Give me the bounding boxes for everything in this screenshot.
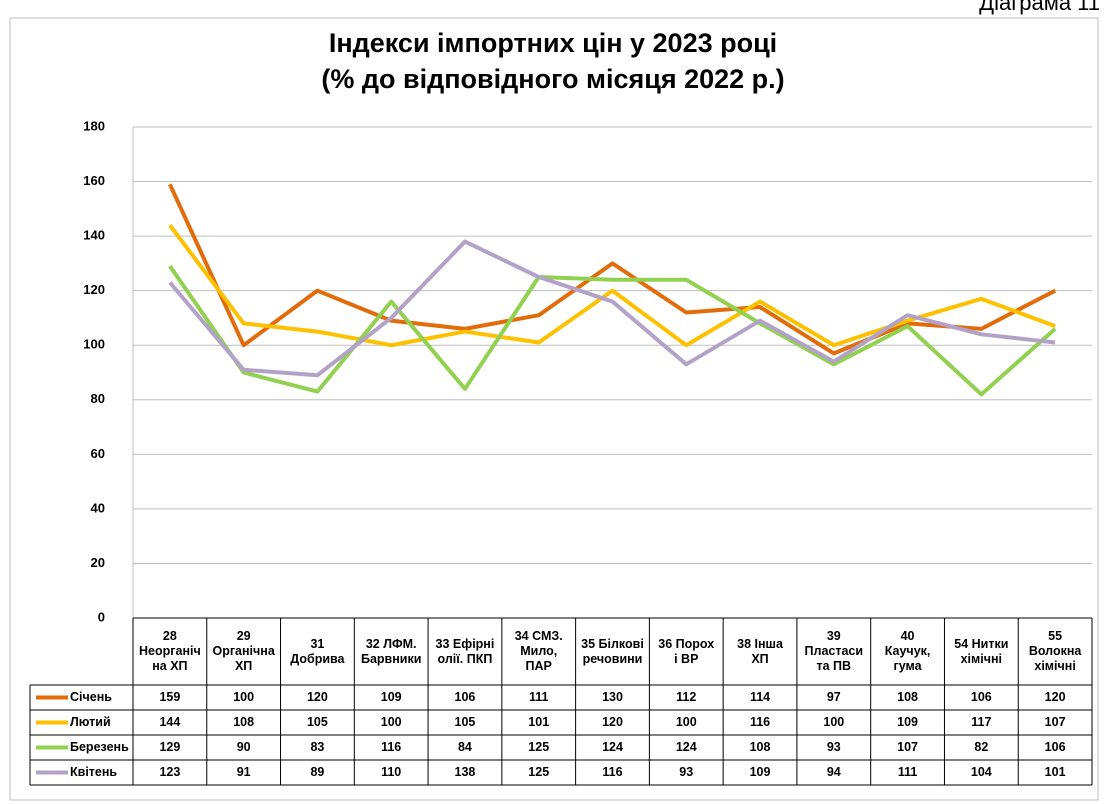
table-value: 90 bbox=[236, 740, 251, 754]
chart-title: Індекси імпортних цін у 2023 році bbox=[328, 28, 778, 58]
category-label: 35 Білкові речовини bbox=[581, 636, 644, 666]
series-line bbox=[168, 264, 1057, 397]
series-line bbox=[168, 183, 1057, 356]
table-value: 106 bbox=[1044, 740, 1066, 754]
table-value: 106 bbox=[454, 690, 476, 704]
table-value: 129 bbox=[159, 740, 181, 754]
table-value: 109 bbox=[749, 765, 771, 779]
table-value: 108 bbox=[233, 715, 255, 729]
series-line bbox=[168, 239, 1056, 378]
table-value: 114 bbox=[749, 690, 771, 704]
table-value: 106 bbox=[970, 690, 992, 704]
y-tick-label: 0 bbox=[98, 609, 105, 624]
table-value: 100 bbox=[380, 715, 402, 729]
table-value: 159 bbox=[159, 690, 181, 704]
table-value: 107 bbox=[1044, 715, 1066, 729]
y-tick-label: 160 bbox=[83, 173, 105, 188]
y-tick-label: 100 bbox=[83, 337, 105, 352]
table-value: 105 bbox=[454, 715, 476, 729]
y-tick-label: 20 bbox=[91, 555, 105, 570]
category-label: 40 Каучук, гума bbox=[884, 629, 931, 673]
table-value: 109 bbox=[897, 715, 918, 729]
table-value: 111 bbox=[897, 765, 918, 779]
y-tick-label: 180 bbox=[83, 118, 105, 133]
y-tick-label: 120 bbox=[83, 282, 105, 297]
category-label: 34 СМЗ. Мило, ПАР bbox=[514, 629, 563, 673]
table-value: 116 bbox=[381, 740, 402, 754]
table-value: 91 bbox=[236, 765, 251, 779]
table-value: 138 bbox=[454, 765, 476, 779]
table-value: 101 bbox=[528, 715, 550, 729]
chart-border bbox=[9, 17, 1099, 801]
category-label: 33 Ефірні олії. ПКП bbox=[435, 636, 495, 666]
table-value: 94 bbox=[826, 765, 841, 779]
y-tick-label: 140 bbox=[83, 228, 105, 243]
table-value: 108 bbox=[749, 740, 771, 754]
table-value: 117 bbox=[971, 715, 992, 729]
category-label: 36 Порох і ВР bbox=[658, 636, 715, 666]
category-label: 28 Неорганіч на ХП bbox=[139, 629, 201, 673]
table-value: 101 bbox=[1044, 765, 1066, 779]
table-value: 123 bbox=[159, 765, 181, 779]
table-value: 100 bbox=[675, 715, 697, 729]
table-value: 120 bbox=[306, 690, 328, 704]
category-label: 55 Волокна хімічні bbox=[1028, 629, 1082, 673]
y-tick-label: 40 bbox=[91, 500, 105, 515]
table-value: 100 bbox=[823, 715, 845, 729]
table-value: 130 bbox=[602, 690, 623, 704]
category-label: 29 Органічна ХП bbox=[212, 629, 275, 673]
table-value: 116 bbox=[602, 765, 623, 779]
table-value: 120 bbox=[1044, 690, 1066, 704]
category-label: 54 Нитки хімічні bbox=[954, 636, 1009, 666]
category-label: 38 Інша ХП bbox=[737, 636, 783, 666]
table-value: 84 bbox=[457, 740, 472, 754]
table-value: 112 bbox=[676, 690, 697, 704]
category-label: 39 Пластаси та ПВ bbox=[804, 629, 864, 673]
table-value: 144 bbox=[159, 715, 181, 729]
chart-subtitle: (% до відповідного місяця 2022 р.) bbox=[321, 64, 785, 94]
table-value: 110 bbox=[381, 765, 402, 779]
diagram-number: Діаграма 11 bbox=[979, 0, 1100, 15]
table-value: 104 bbox=[970, 765, 992, 779]
table-value: 89 bbox=[310, 765, 325, 779]
table-value: 93 bbox=[679, 765, 694, 779]
legend-label: Січень bbox=[70, 690, 112, 704]
table-value: 82 bbox=[974, 740, 989, 754]
legend-label: Квітень bbox=[70, 765, 118, 779]
table-value: 83 bbox=[310, 740, 325, 754]
table-value: 120 bbox=[602, 715, 623, 729]
table-value: 116 bbox=[749, 715, 771, 729]
table-value: 125 bbox=[528, 740, 550, 754]
table-value: 97 bbox=[826, 690, 841, 704]
table-value: 105 bbox=[306, 715, 328, 729]
table-value: 125 bbox=[528, 765, 550, 779]
table-value: 109 bbox=[380, 690, 402, 704]
table-value: 111 bbox=[528, 690, 549, 704]
table-value: 124 bbox=[602, 740, 623, 754]
category-label: 32 ЛФМ. Барвники bbox=[360, 636, 422, 666]
y-tick-label: 60 bbox=[91, 446, 105, 461]
category-label: 31 Добрива bbox=[290, 636, 345, 666]
table-value: 100 bbox=[233, 690, 255, 704]
table-value: 107 bbox=[897, 740, 918, 754]
y-tick-label: 80 bbox=[91, 391, 105, 406]
series-line bbox=[168, 223, 1056, 348]
table-value: 124 bbox=[675, 740, 697, 754]
table-value: 93 bbox=[826, 740, 841, 754]
legend-label: Лютий bbox=[70, 715, 111, 729]
table-value: 108 bbox=[897, 690, 918, 704]
legend-label: Березень bbox=[70, 740, 129, 754]
